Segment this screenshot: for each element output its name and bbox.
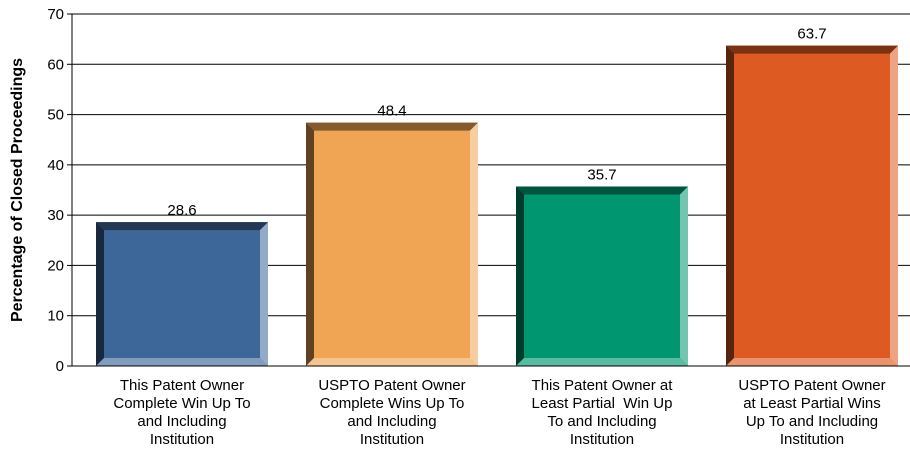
bar-bevel: [96, 222, 268, 231]
bar-bevel: [306, 358, 478, 366]
y-axis-label: Percentage of Closed Proceedings: [9, 58, 26, 322]
bar-bevel: [96, 358, 268, 366]
bar-bevel: [306, 122, 478, 131]
bar-bevel: [516, 186, 688, 195]
data-label: 48.4: [377, 103, 406, 120]
bar-bevel: [680, 186, 688, 366]
bar-bevel: [96, 222, 104, 366]
bar-bevel: [516, 186, 524, 366]
bar-bevel: [260, 222, 268, 366]
y-tick-label: 20: [47, 257, 64, 274]
bar-bevel: [726, 45, 734, 367]
bar: [96, 222, 268, 366]
bar-bevel: [726, 358, 898, 366]
bar: [306, 122, 478, 366]
bar: [516, 186, 688, 366]
bar-face: [726, 45, 898, 367]
data-label: 28.6: [167, 202, 196, 219]
x-tick-label: This Patent Owner Complete Win Up To and I…: [113, 377, 250, 448]
bar-face: [516, 186, 688, 366]
bar-bevel: [470, 122, 478, 366]
bar-bevel: [516, 358, 688, 366]
x-tick-label: This Patent Owner at Least Partial Win Up…: [532, 377, 674, 448]
x-tick-label: USPTO Patent Owner at Least Partial Wins U…: [738, 377, 885, 448]
bar-bevel: [306, 122, 314, 366]
y-tick-label: 70: [47, 6, 64, 23]
data-label: 35.7: [587, 166, 616, 183]
y-tick-label: 40: [47, 157, 64, 174]
bar-bevel: [726, 45, 898, 54]
y-tick-label: 30: [47, 207, 64, 224]
y-tick-label: 0: [56, 358, 64, 375]
bar-bevel: [890, 45, 898, 367]
y-tick-label: 10: [47, 308, 64, 325]
data-label: 63.7: [797, 26, 826, 43]
bar-face: [306, 122, 478, 366]
y-tick-label: 60: [47, 56, 64, 73]
y-tick-label: 50: [47, 107, 64, 124]
x-tick-label: USPTO Patent Owner Complete Wins Up To and…: [318, 377, 465, 448]
bar-face: [96, 222, 268, 366]
bar: [726, 45, 898, 367]
